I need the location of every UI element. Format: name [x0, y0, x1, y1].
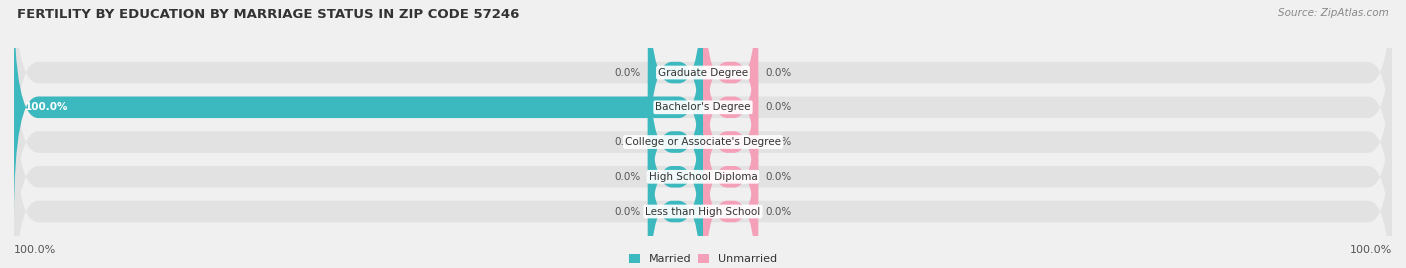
FancyBboxPatch shape [648, 31, 703, 253]
FancyBboxPatch shape [14, 66, 1392, 268]
Text: 100.0%: 100.0% [1350, 245, 1392, 255]
Text: 0.0%: 0.0% [614, 207, 641, 217]
Legend: Married, Unmarried: Married, Unmarried [628, 254, 778, 264]
FancyBboxPatch shape [703, 0, 758, 183]
FancyBboxPatch shape [14, 101, 1392, 268]
FancyBboxPatch shape [703, 101, 758, 268]
FancyBboxPatch shape [14, 0, 1392, 183]
Text: 0.0%: 0.0% [614, 68, 641, 77]
FancyBboxPatch shape [14, 0, 1392, 218]
Text: High School Diploma: High School Diploma [648, 172, 758, 182]
Text: Less than High School: Less than High School [645, 207, 761, 217]
FancyBboxPatch shape [703, 66, 758, 268]
FancyBboxPatch shape [648, 0, 703, 183]
FancyBboxPatch shape [14, 0, 703, 218]
Text: College or Associate's Degree: College or Associate's Degree [626, 137, 780, 147]
Text: Graduate Degree: Graduate Degree [658, 68, 748, 77]
Text: 100.0%: 100.0% [24, 102, 67, 112]
FancyBboxPatch shape [648, 66, 703, 268]
FancyBboxPatch shape [648, 101, 703, 268]
Text: 0.0%: 0.0% [765, 137, 792, 147]
Text: 0.0%: 0.0% [765, 207, 792, 217]
Text: 0.0%: 0.0% [614, 172, 641, 182]
Text: 0.0%: 0.0% [765, 68, 792, 77]
Text: Source: ZipAtlas.com: Source: ZipAtlas.com [1278, 8, 1389, 18]
Text: 0.0%: 0.0% [614, 137, 641, 147]
Text: Bachelor's Degree: Bachelor's Degree [655, 102, 751, 112]
FancyBboxPatch shape [14, 31, 1392, 253]
FancyBboxPatch shape [703, 0, 758, 218]
Text: 0.0%: 0.0% [765, 102, 792, 112]
FancyBboxPatch shape [703, 31, 758, 253]
Text: 0.0%: 0.0% [765, 172, 792, 182]
Text: 100.0%: 100.0% [14, 245, 56, 255]
Text: FERTILITY BY EDUCATION BY MARRIAGE STATUS IN ZIP CODE 57246: FERTILITY BY EDUCATION BY MARRIAGE STATU… [17, 8, 519, 21]
